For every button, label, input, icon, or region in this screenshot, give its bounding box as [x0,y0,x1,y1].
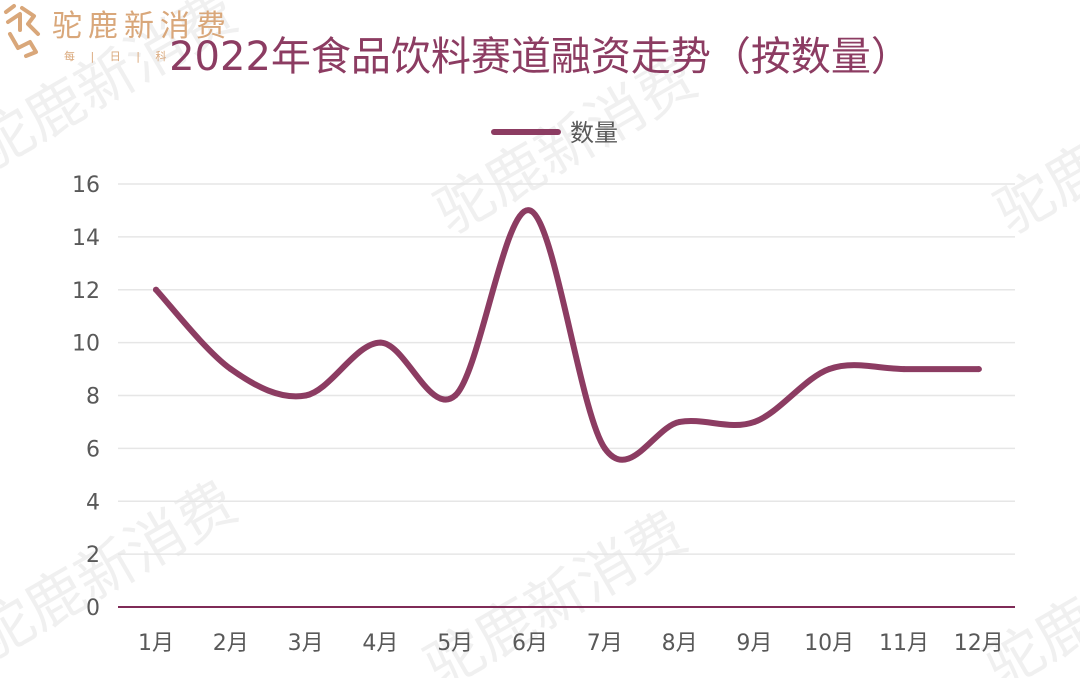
x-tick-label: 12月 [954,631,1004,656]
watermark-text: 驼鹿新消费 [0,468,248,672]
x-tick-label: 8月 [662,631,698,656]
y-tick-label: 4 [86,490,100,515]
y-tick-label: 6 [86,437,100,462]
data-point [975,366,982,373]
x-tick-label: 7月 [587,631,623,656]
y-tick-label: 16 [72,173,100,198]
watermark-text: 驼鹿新消费 [983,43,1080,247]
x-tick-label: 9月 [736,631,772,656]
data-point [601,445,608,452]
x-tick-label: 5月 [437,631,473,656]
logo-mark-icon [4,4,40,58]
legend: 数量 [491,119,618,147]
data-point [676,418,683,425]
data-point [377,339,384,346]
y-tick-label: 8 [86,385,100,410]
y-tick-label: 0 [86,596,100,621]
series-layer [153,207,982,463]
data-point [153,286,159,293]
x-tick-label: 10月 [804,631,854,656]
y-tick-label: 10 [72,332,100,357]
brand-logo: 驼鹿新消费 每 | 日 | 科 [4,4,232,63]
data-point [227,366,234,373]
y-tick-label: 12 [72,279,100,304]
x-tick-label: 3月 [288,631,324,656]
data-point [302,392,309,399]
data-point [751,418,758,425]
data-point [826,366,833,373]
x-axis-ticks: 1月 2月 3月 4月 5月 6月 7月 8月 9月 10月 11月 12月 [138,631,1004,656]
logo-tagline: 每 | 日 | 科 [64,49,172,63]
x-tick-label: 6月 [512,631,548,656]
data-point [452,392,459,399]
chart-title: 2022年食品饮料赛道融资走势（按数量） [169,34,911,80]
x-tick-label: 1月 [138,631,174,656]
legend-label: 数量 [570,119,618,147]
gridlines [118,183,1015,555]
x-tick-label: 2月 [213,631,249,656]
y-tick-label: 2 [86,543,100,568]
x-tick-label: 4月 [362,631,398,656]
series-line [153,207,982,463]
data-point [901,366,907,373]
y-axis-ticks: 0 2 4 6 8 10 12 14 16 [72,173,100,621]
data-point [527,207,533,214]
x-tick-label: 11月 [879,631,929,656]
logo-name: 驼鹿新消费 [52,9,232,44]
y-tick-label: 14 [72,226,100,251]
